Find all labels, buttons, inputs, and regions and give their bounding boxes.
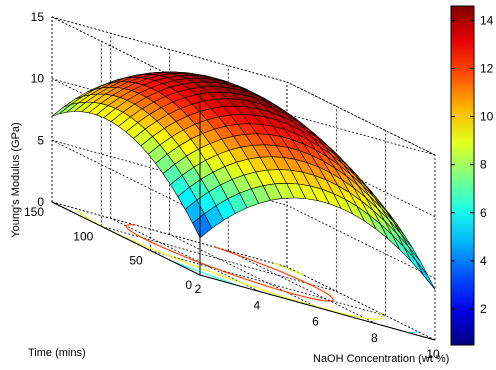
surface-mesh — [51, 71, 436, 290]
colorbar-ticks: 2 4 6 8 10 12 14 — [451, 13, 494, 316]
box-edge — [286, 81, 436, 156]
colorbar-tick-label: 14 — [480, 13, 494, 27]
y-tick-label: 150 — [24, 205, 44, 219]
grid-line — [228, 250, 377, 325]
y-tick-label: 100 — [73, 229, 93, 243]
grid-line — [286, 81, 436, 156]
grid-line — [51, 78, 201, 153]
colorbar-tick-label: 6 — [480, 206, 487, 220]
grid-line — [286, 266, 436, 341]
box-edge — [51, 16, 288, 83]
x-tick-label: 10 — [426, 347, 440, 361]
y-axis-line — [51, 201, 201, 276]
box-edge — [51, 16, 201, 91]
z-axis-label: Young's Modulus (GPa) — [10, 122, 22, 237]
x-tick-label: 4 — [253, 298, 260, 312]
grid-line — [169, 234, 318, 308]
x-axis-ticks: 2 4 6 8 10 — [195, 282, 440, 361]
z-axis-ticks: 0 5 10 15 — [31, 10, 45, 209]
x-axis-label: NaOH Concentration (wt %) — [313, 353, 449, 365]
grid-line — [286, 204, 436, 279]
x-tick-label: 8 — [371, 331, 378, 345]
axes-front-edges — [51, 90, 436, 341]
grid-line — [110, 217, 259, 292]
colorbar-tick-label: 2 — [480, 302, 487, 316]
surface-patch — [415, 260, 436, 290]
z-tick-label: 5 — [37, 133, 44, 147]
grid-line — [150, 250, 386, 317]
colorbar-tick-label: 4 — [480, 254, 487, 268]
colorbar-tick-label: 8 — [480, 158, 487, 172]
colorbar-tick-label: 12 — [480, 62, 494, 76]
contour-line — [125, 224, 334, 302]
x-tick-label: 6 — [312, 315, 319, 329]
y-axis-ticks: 0 50 100 150 — [24, 205, 192, 292]
colorbar — [450, 5, 475, 346]
y-axis-label: Time (mins) — [28, 347, 86, 359]
box-edge — [199, 89, 436, 156]
colorbar-tick-label: 10 — [480, 110, 494, 124]
x-axis-line — [199, 274, 436, 341]
y-tick-label: 50 — [129, 254, 143, 268]
grid-line — [51, 201, 288, 268]
x-tick-label: 2 — [195, 282, 202, 296]
z-tick-label: 0 — [37, 195, 44, 209]
y-tick-label: 0 — [185, 278, 192, 292]
contour-projection — [76, 208, 419, 334]
z-tick-label: 10 — [31, 72, 45, 86]
grid-line — [51, 139, 201, 214]
z-tick-label: 15 — [31, 10, 45, 24]
